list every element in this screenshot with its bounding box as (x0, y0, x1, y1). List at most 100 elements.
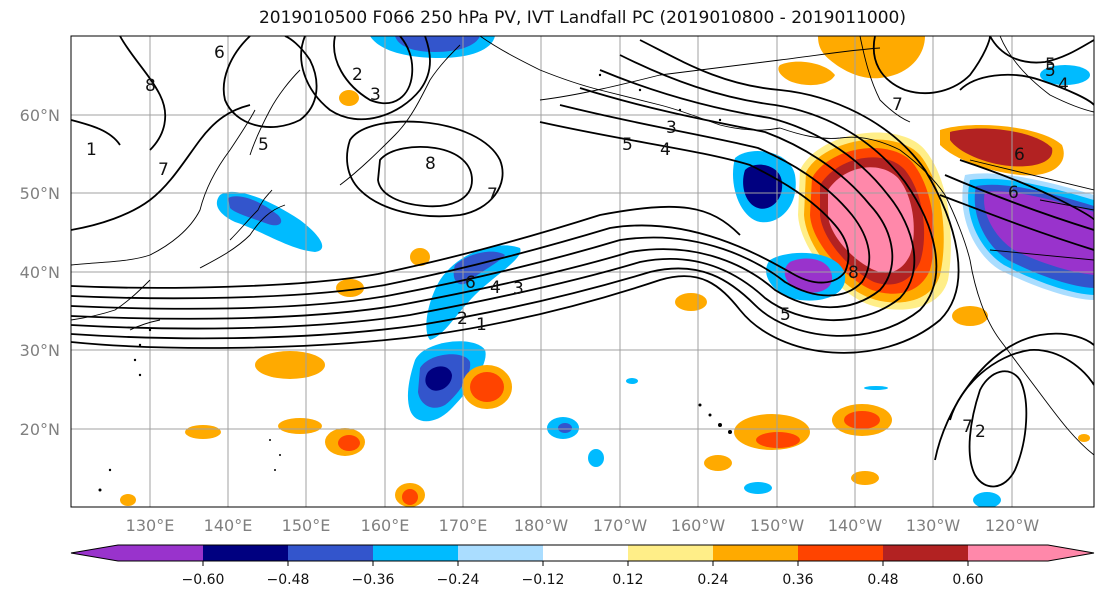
positive-anomaly-small-5b (338, 435, 360, 451)
negative-anomaly-small-6 (626, 378, 638, 384)
colorbar-bin-5 (458, 545, 543, 561)
contour-label: 7 (487, 185, 498, 205)
contour-label: 5 (1045, 55, 1056, 75)
positive-anomaly-small-13 (410, 248, 430, 266)
contour-label: 4 (1058, 75, 1069, 95)
contour-label: 3 (666, 118, 677, 138)
lat-label: 40°N (20, 263, 60, 282)
contour-label: 8 (145, 76, 156, 96)
contour-label: 6 (1014, 145, 1025, 165)
longitude-labels: 130°E 140°E 150°E 160°E 170°E 180°W 170°… (126, 516, 1040, 535)
colorbar-bin-1 (118, 545, 203, 561)
contour-label: 2 (975, 422, 986, 442)
contour-label: 7 (962, 417, 973, 437)
contour-label: 3 (513, 279, 524, 299)
positive-anomaly-alaska (818, 36, 925, 79)
colorbar-bin-0 (71, 545, 118, 561)
contour-label: 2 (457, 309, 468, 329)
positive-anomaly-small-7 (185, 425, 221, 439)
colorbar-bin-11 (968, 545, 1048, 561)
negative-anomaly-small-7 (864, 386, 888, 390)
colorbar-tick-label: 0.60 (952, 572, 983, 588)
colorbar-tick-label: 0.12 (612, 572, 643, 588)
positive-anomaly-small-9 (704, 455, 732, 471)
coastlines (71, 36, 1094, 456)
colorbar-bin-4 (373, 545, 458, 561)
page-title: 2019010500 F066 250 hPa PV, IVT Landfall… (258, 8, 906, 28)
lat-label: 30°N (20, 341, 60, 360)
contour-label: 1 (476, 315, 487, 335)
positive-anomaly-alaska-2 (778, 61, 835, 86)
contour-label: 5 (1045, 61, 1056, 81)
colorbar-bin-7 (628, 545, 713, 561)
positive-anomaly-small-4b (756, 432, 800, 448)
colorbar-tick-label: 0.48 (867, 572, 898, 588)
negative-anomaly-small-3 (744, 482, 772, 494)
positive-anomaly-gulf-of-alaska-5 (828, 167, 914, 273)
map-frame (70, 35, 1095, 508)
contour-label: 6 (1008, 183, 1019, 203)
lon-label: 170°E (439, 516, 488, 535)
positive-anomaly-small-16 (120, 494, 136, 506)
negative-anomaly-small-5 (973, 492, 1001, 507)
contour-labels: 8 6 2 3 5 7 1 8 7 3 4 5 5 8 6 4 3 2 1 5 … (86, 43, 1069, 442)
colorbar-bin-8 (713, 545, 798, 561)
positive-anomaly-small-6 (278, 418, 322, 434)
negative-anomaly-small-1b (558, 423, 572, 433)
negative-anomaly-subtropics-3 (425, 366, 452, 391)
negative-anomaly-japan-2 (228, 196, 282, 226)
positive-anomaly-small-11 (952, 306, 988, 326)
pv-contours (71, 36, 1094, 488)
contour-label: 5 (258, 135, 269, 155)
lon-label: 120°W (985, 516, 1040, 535)
lon-label: 160°E (361, 516, 410, 535)
lon-label: 180°W (514, 516, 569, 535)
contour-label: 5 (622, 135, 633, 155)
map-panel: 8 6 2 3 5 7 1 8 7 3 4 5 5 8 6 4 3 2 1 5 … (71, 36, 1094, 507)
colorbar-bin-6 (543, 545, 628, 561)
colorbar-tick-label: −0.48 (267, 572, 310, 588)
negative-anomaly-subtropical-cutoff-2 (784, 258, 833, 293)
lat-label: 50°N (20, 184, 60, 203)
negative-anomaly-small-2 (588, 449, 604, 467)
contour-label: 4 (660, 140, 671, 160)
colorbar-tick-label: 0.36 (782, 572, 813, 588)
positive-anomaly-small-1 (255, 351, 325, 379)
negative-anomaly-north-2 (395, 36, 480, 52)
contour-label: 3 (370, 85, 381, 105)
contour-label: 2 (352, 65, 363, 85)
lat-label: 60°N (20, 106, 60, 125)
lon-label: 140°E (204, 516, 253, 535)
colorbar-bin-2 (203, 545, 288, 561)
contour-label: 6 (214, 43, 225, 63)
contour-label: 6 (465, 273, 476, 293)
lon-label: 140°W (828, 516, 883, 535)
contour-label: 8 (425, 154, 436, 174)
positive-anomaly-small-17 (1078, 434, 1090, 442)
contour-label: 7 (158, 160, 169, 180)
lon-label: 150°E (282, 516, 331, 535)
negative-anomaly-dateline-band (426, 245, 521, 340)
contour-label: 8 (848, 263, 859, 283)
colorbar-bin-12 (1048, 545, 1094, 561)
positive-anomaly-small-2b (470, 372, 504, 402)
colorbar-bin-10 (883, 545, 968, 561)
positive-anomaly-small-10 (675, 293, 707, 311)
contour-label: 7 (892, 95, 903, 115)
colorbar-tick-label: −0.12 (522, 572, 565, 588)
colorbar: −0.60 −0.48 −0.36 −0.24 −0.12 0.12 0.24 … (70, 544, 1095, 588)
lon-label: 160°W (671, 516, 726, 535)
colorbar-tick-label: −0.60 (182, 572, 225, 588)
latitude-labels: 60°N 50°N 40°N 30°N 20°N (20, 106, 60, 439)
lat-label: 20°N (20, 420, 60, 439)
colorbar-tick-label: 0.24 (697, 572, 728, 588)
colorbar-outline (70, 544, 1095, 562)
lon-label: 170°W (593, 516, 648, 535)
colorbar-tick-label: −0.36 (352, 572, 395, 588)
positive-anomaly-northwest-canada-2 (950, 128, 1053, 167)
lon-label: 150°W (750, 516, 805, 535)
positive-anomaly-small-12 (336, 279, 364, 297)
positive-anomaly-small-14 (339, 90, 359, 106)
colorbar-tick-label: −0.24 (437, 572, 480, 588)
